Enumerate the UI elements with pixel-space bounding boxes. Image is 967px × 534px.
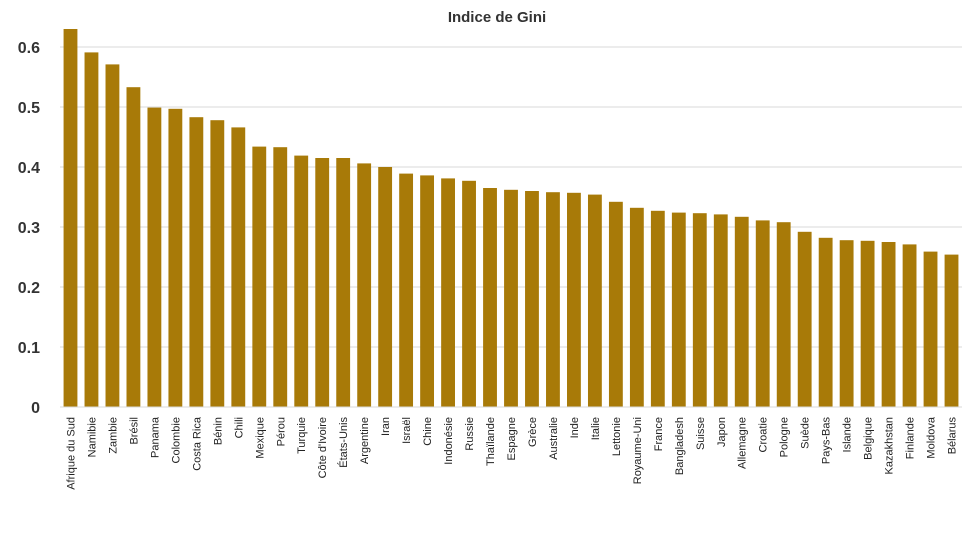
x-tick-label: Namibie [86,417,98,457]
bar [168,108,183,408]
bar [231,127,246,408]
x-tick-label: Iran [380,417,392,436]
bar [399,173,414,407]
y-tick-label: 0.6 [18,40,40,57]
x-tick-label: Chine [422,417,434,446]
y-tick-label: 0.1 [18,340,40,357]
x-tick-label: Mexique [254,417,266,459]
x-tick-label: Suède [800,417,812,449]
bar [420,175,435,407]
bar [567,192,581,407]
x-tick-label: Indonésie [443,417,455,465]
bar [776,222,791,407]
bar [692,213,707,407]
x-tick-label: Grèce [527,417,539,447]
bar [126,87,141,407]
x-tick-label: Finlande [905,417,917,459]
bar [923,251,938,407]
bar [336,158,351,407]
x-tick-label: Lettonie [611,417,623,456]
x-tick-label: Bénin [212,417,224,445]
bar [252,146,267,407]
bar [189,117,204,407]
bar [483,188,497,407]
x-tick-label: Brésil [128,417,140,445]
x-tick-label: Chili [233,417,245,438]
x-tick-label: Zambie [107,417,119,454]
x-tick-label: Pologne [779,417,791,457]
bar [902,244,917,407]
bar [713,214,728,407]
bar [881,242,896,407]
x-axis-labels: Afrique du Sud Namibie Zambie Brésil Panama C… [65,416,958,490]
bar [462,180,476,407]
x-tick-label: Allemagne [737,417,749,469]
x-tick-label: Afrique du Sud [65,417,77,490]
x-tick-label: Suisse [695,417,707,450]
x-tick-label: Croatie [758,417,770,452]
y-tick-label: 0.3 [18,220,40,237]
x-tick-label: France [653,417,665,451]
bar [525,191,539,407]
x-tick-label: Bangladesh [674,417,686,475]
bar [755,220,770,407]
x-tick-label: Argentine [359,417,371,464]
bar [294,155,309,407]
x-tick-label: Bélarus [947,417,959,455]
bar [587,194,602,407]
bar [273,147,288,407]
bar [441,178,455,407]
bar [839,240,854,407]
bar [63,29,78,407]
x-tick-label: Royaume-Uni [632,417,644,484]
bar [944,254,959,407]
x-tick-label: Espagne [506,417,518,460]
bar [546,192,560,407]
bar [608,201,623,407]
bar [147,107,162,407]
bar [357,163,372,407]
bar [734,216,749,407]
x-tick-label: Russie [464,417,476,451]
x-tick-label: États-Unis [337,417,350,468]
x-tick-label: Pays-Bas [821,417,833,465]
chart-title: Indice de Gini [448,9,546,26]
y-tick-label: 0 [31,400,40,417]
bar [671,212,686,407]
x-tick-label: Thaïlande [485,417,497,466]
bar [378,167,393,407]
x-tick-label: Panama [149,416,161,458]
x-tick-label: Turquie [296,417,308,454]
bar [860,240,875,407]
bar [84,52,99,408]
bar [629,207,644,407]
bar [315,158,330,407]
x-tick-label: Kazakhstan [884,417,896,474]
x-tick-label: Australie [548,417,560,460]
x-tick-label: Colombie [170,417,182,463]
x-tick-label: Belgique [863,417,875,460]
bars [63,29,959,408]
x-tick-label: Côte d'Ivoire [317,417,329,478]
x-tick-label: Pérou [275,417,287,446]
x-tick-label: Italie [590,417,602,440]
bar [797,231,812,407]
x-tick-label: Islande [842,417,854,452]
bar [818,237,833,407]
bar [650,210,665,407]
x-tick-label: Japon [716,417,728,447]
x-tick-label: Moldova [926,416,938,458]
bar [504,189,518,407]
bar [210,120,225,407]
x-tick-label: Inde [569,417,581,438]
y-axis-ticks: 0 0.1 0.2 0.3 0.4 0.5 0.6 [18,40,40,417]
x-tick-label: Israël [401,417,413,444]
y-tick-label: 0.5 [18,100,40,117]
x-tick-label: Costa Rica [191,416,203,471]
y-tick-label: 0.4 [18,160,40,177]
bar [105,64,120,408]
y-tick-label: 0.2 [18,280,40,297]
